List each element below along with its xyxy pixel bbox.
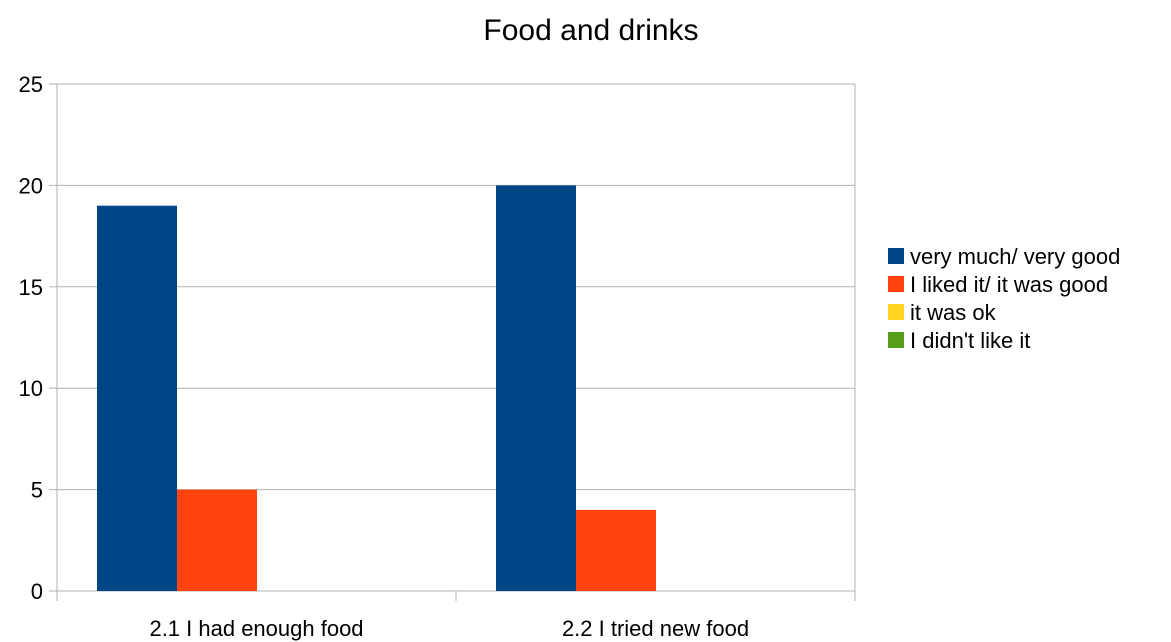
x-tick-label: 2.1 I had enough food (149, 616, 363, 641)
legend-label-1: very much/ very good (910, 244, 1120, 269)
bar-2-2 (576, 509, 656, 591)
chart-title: Food and drinks (483, 14, 698, 47)
legend-swatch-1 (888, 248, 904, 264)
y-tick-label: 20 (19, 173, 43, 198)
y-tick-label: 0 (31, 579, 43, 604)
y-tick-label: 10 (19, 376, 43, 401)
legend-label-2: I liked it/ it was good (910, 272, 1108, 297)
legend-swatch-4 (888, 332, 904, 348)
legend-swatch-3 (888, 304, 904, 320)
y-tick-label: 25 (19, 72, 43, 97)
y-tick-label: 5 (31, 478, 43, 503)
legend-label-3: it was ok (910, 300, 997, 325)
bar-1-1 (97, 205, 177, 591)
axes: 0 5 10 15 20 25 2.1 I had enough food 2.2 I tri… (19, 72, 856, 641)
bar-2-1 (177, 489, 257, 591)
bar-1-2 (496, 185, 576, 591)
x-tick-label: 2.2 I tried new food (562, 616, 749, 641)
legend-label-4: I didn't like it (910, 328, 1030, 353)
bars (97, 185, 656, 591)
legend-swatch-2 (888, 276, 904, 292)
y-tick-label: 15 (19, 275, 43, 300)
legend: very much/ very good I liked it/ it was g… (888, 244, 1120, 353)
